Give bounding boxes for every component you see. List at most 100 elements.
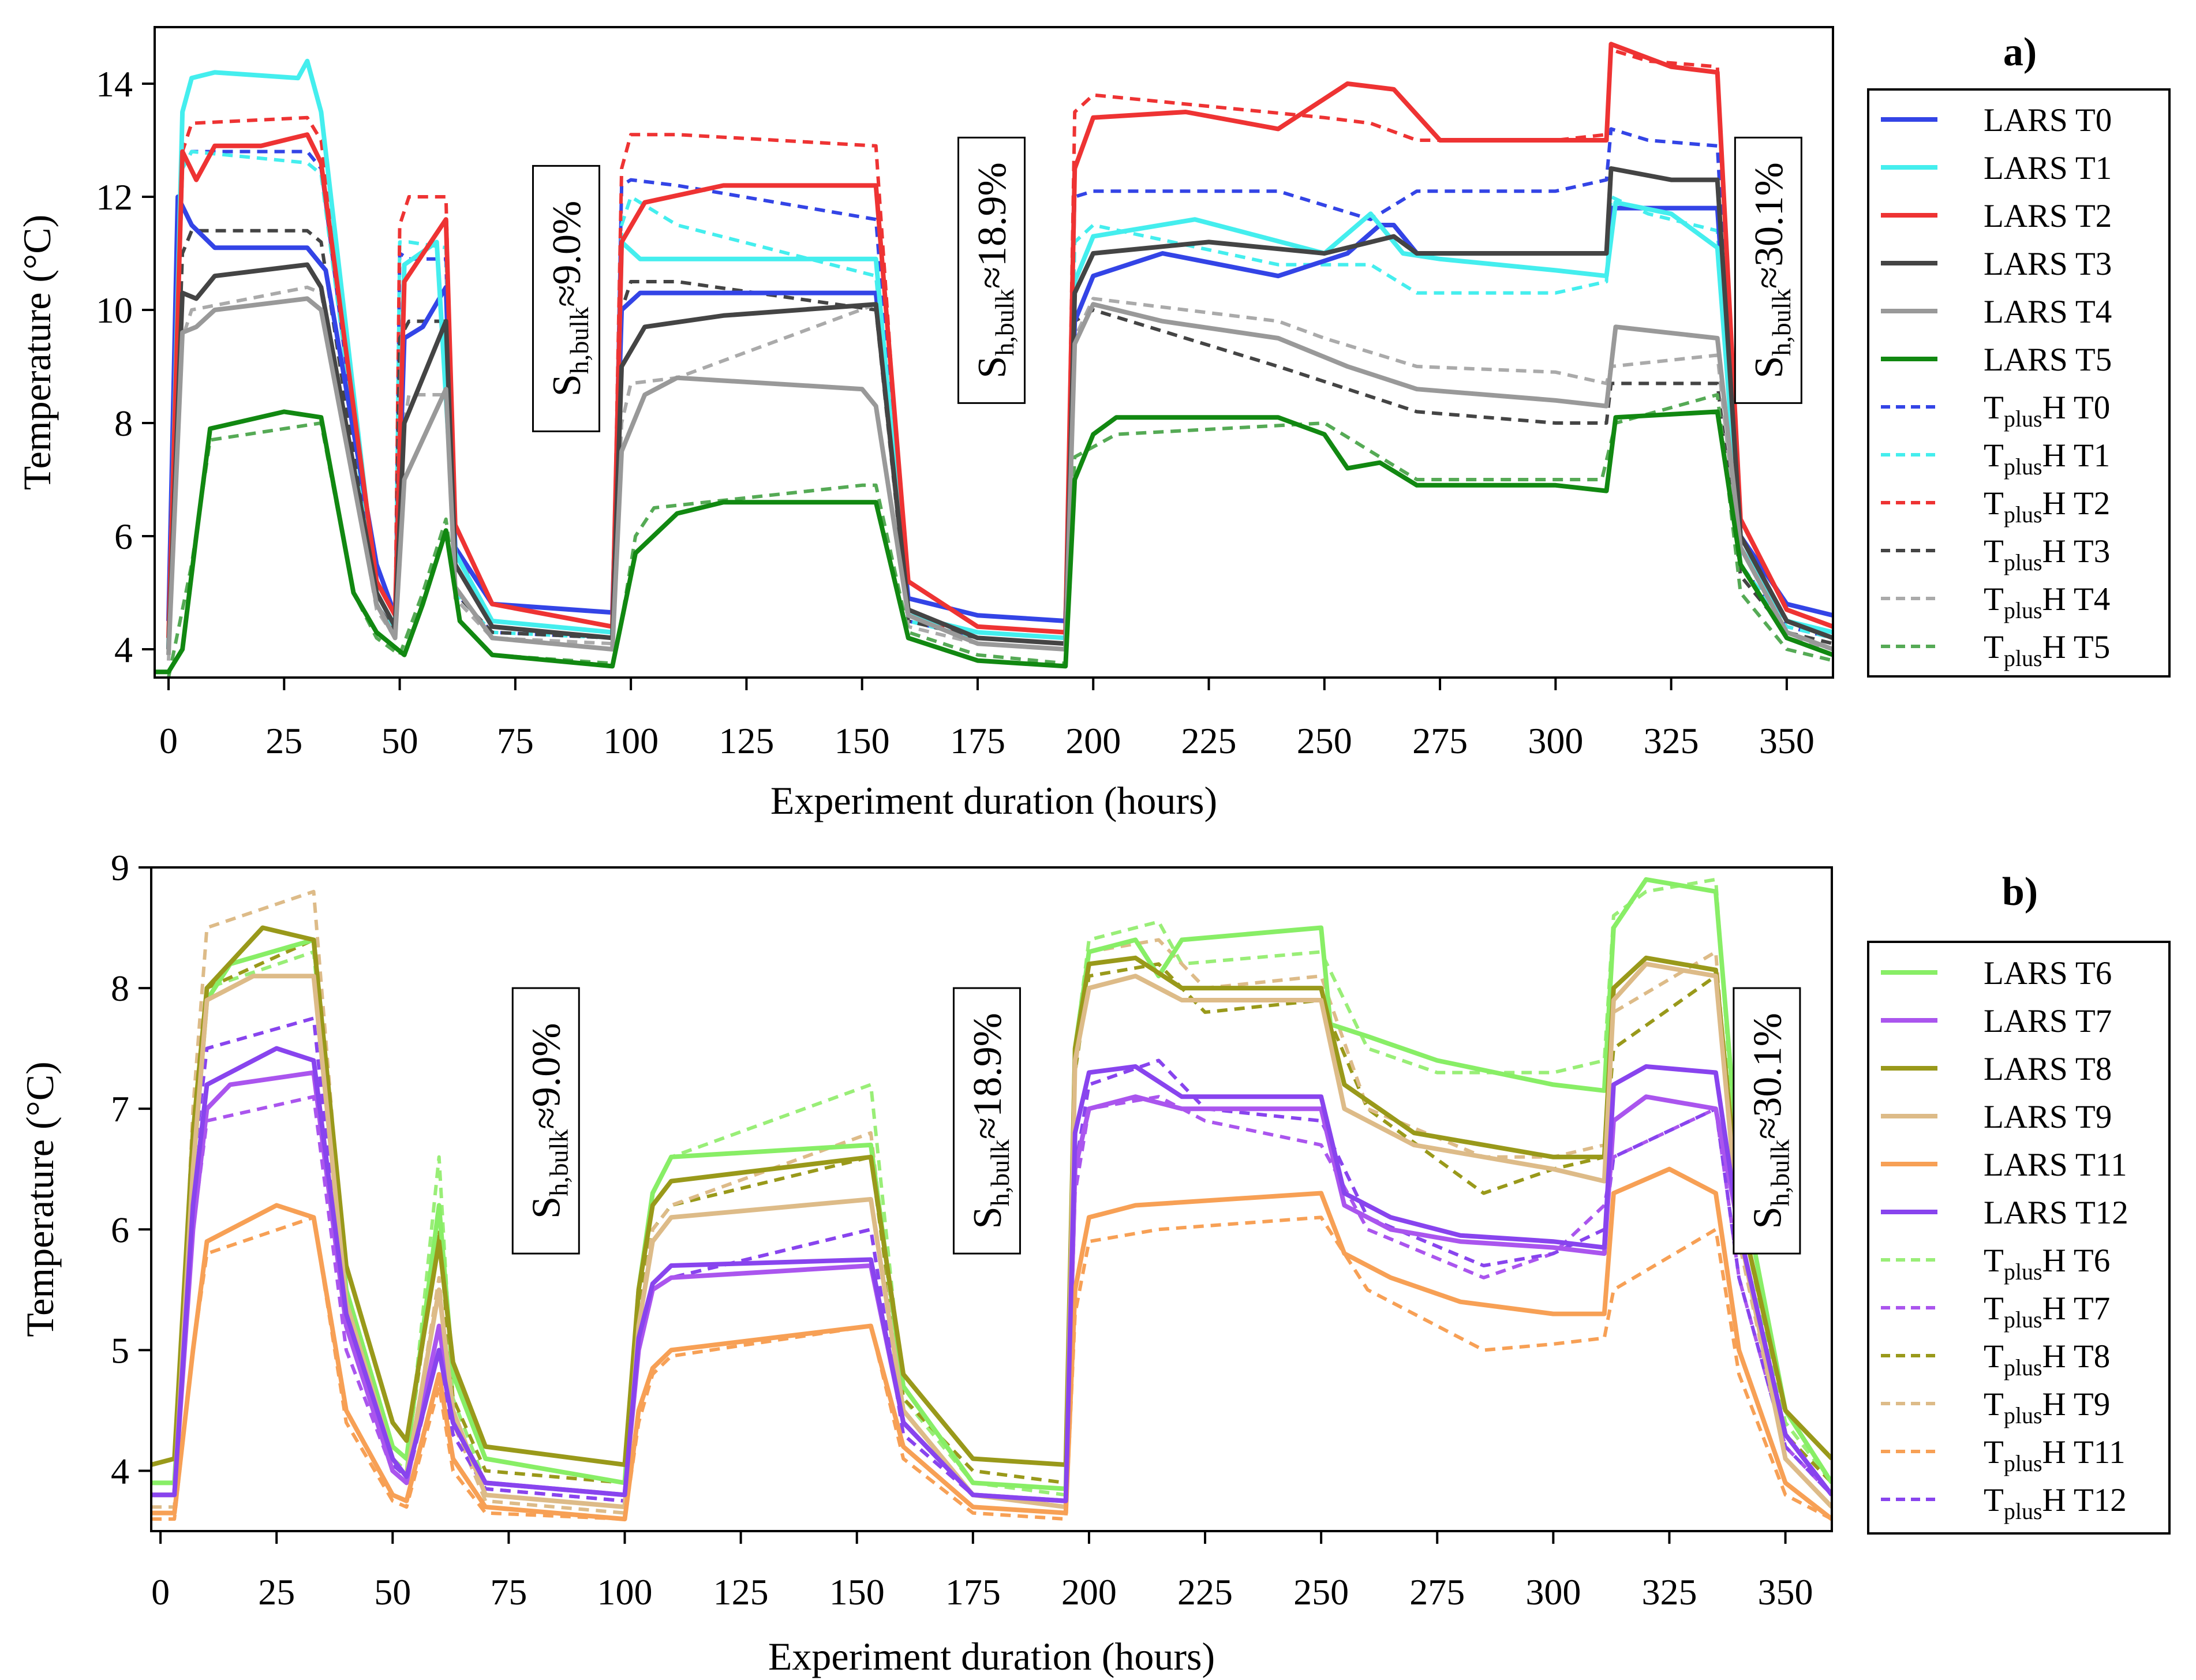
legend-entry: TplusH T12	[1881, 1482, 2127, 1524]
series-line-lars-t9	[151, 961, 1832, 1510]
x-tick-label: 175	[945, 1572, 1001, 1612]
x-axis-a: 0 25 50 75 100 125 150 175 200 225 250 275 300 325 350	[159, 678, 1815, 761]
legend-entry: LARS T5	[1881, 342, 2112, 378]
x-tick-label: 200	[1061, 1572, 1117, 1612]
x-tick-label: 75	[497, 720, 534, 761]
series-line-lars-t12	[151, 1046, 1832, 1503]
y-tick-label: 7	[111, 1088, 129, 1129]
x-axis-b: 0 25 50 75 100 125 150 175 200 225 250 275 300 325 350	[151, 1531, 1813, 1612]
annotation-subscript: h,bulk	[564, 307, 594, 374]
x-tick-label: 175	[950, 720, 1005, 761]
x-tick-label: 150	[829, 1572, 885, 1612]
legend-label: LARS T8	[1984, 1051, 2112, 1087]
legend-label: LARS T7	[1984, 1003, 2112, 1039]
x-tick-label: 325	[1641, 1572, 1697, 1612]
annotation-text: Sh,bulk≈18.9%	[970, 162, 1019, 378]
annotation-box	[1734, 136, 1802, 404]
y-axis-title-a: Temperature (°C)	[15, 215, 59, 490]
annotation-main: S	[1747, 356, 1791, 379]
x-tick-label: 0	[151, 1572, 170, 1612]
legend-entry: TplusH T4	[1881, 581, 2110, 623]
series-line-tplush-t4	[167, 285, 1833, 661]
y-tick-label: 9	[111, 847, 129, 888]
legend-label: LARS T12	[1984, 1195, 2128, 1231]
annotation-text: Sh,bulk≈9.0%	[545, 201, 594, 396]
legend-entry: LARS T7	[1881, 1003, 2112, 1039]
annotation-text: Sh,bulk≈30.1%	[1745, 1013, 1794, 1229]
y-axis-a: 4 6 8 10 12 14	[96, 63, 155, 670]
annotation-rest: ≈18.9%	[970, 162, 1015, 289]
legend-label: TplusH T3	[1984, 533, 2110, 575]
x-axis-title-a: Experiment duration (hours)	[770, 779, 1217, 822]
annotations-b: Sh,bulk≈9.0%Sh,bulk≈18.9%Sh,bulk≈30.1%	[511, 987, 1801, 1255]
y-tick-label: 10	[96, 290, 133, 331]
legend-entry: LARS T3	[1881, 246, 2112, 282]
annotation-box	[952, 987, 1021, 1255]
legend-label: TplusH T4	[1984, 581, 2110, 623]
saturation-annotation: Sh,bulk≈18.9%	[957, 136, 1026, 404]
annotation-subscript: h,bulk	[985, 1139, 1015, 1206]
x-tick-label: 275	[1412, 720, 1468, 761]
series-line-tplush-t7	[151, 1095, 1832, 1509]
plot-area-a	[155, 42, 1833, 678]
legend-entry: TplusH T7	[1881, 1290, 2110, 1333]
annotations-a: Sh,bulk≈9.0%Sh,bulk≈18.9%Sh,bulk≈30.1%	[532, 136, 1802, 432]
annotation-main: S	[525, 1196, 569, 1219]
x-tick-label: 0	[159, 720, 178, 761]
y-tick-label: 8	[111, 968, 129, 1009]
panel-label-b: b)	[2002, 870, 2038, 914]
y-tick-label: 8	[114, 403, 133, 444]
legend-label: TplusH T9	[1984, 1386, 2110, 1428]
legend-label: TplusH T8	[1984, 1338, 2110, 1380]
annotation-box	[1733, 987, 1801, 1255]
legend-entry: LARS T6	[1881, 955, 2112, 991]
annotation-rest: ≈9.0%	[545, 201, 589, 307]
plot-frame-b	[150, 866, 1833, 1532]
legend-entry: TplusH T6	[1881, 1243, 2110, 1285]
legend-entry: TplusH T9	[1881, 1386, 2110, 1428]
legend-label: TplusH T11	[1984, 1434, 2126, 1476]
legend-entry: LARS T8	[1881, 1051, 2112, 1087]
legend-label: TplusH T12	[1984, 1482, 2127, 1524]
legend-label: LARS T6	[1984, 955, 2112, 991]
series-line-tplush-t5	[167, 393, 1833, 678]
y-tick-label: 14	[96, 63, 133, 104]
x-tick-label: 125	[719, 720, 774, 761]
legend-a: LARS T0 LARS T1 LARS T2 LARS T3 LARS T4 LARS …	[1867, 88, 2171, 678]
panel-b: b) 0 25 50 75 100 125 150 175 200 225 250 275 300 325…	[18, 847, 2171, 1678]
x-tick-label: 300	[1525, 1572, 1581, 1612]
annotation-text: Sh,bulk≈18.9%	[966, 1013, 1015, 1229]
series-line-lars-t11	[151, 1166, 1832, 1522]
y-axis-title-b: Temperature (°C)	[18, 1061, 62, 1337]
x-tick-label: 50	[381, 720, 418, 761]
x-tick-label: 300	[1528, 720, 1583, 761]
x-tick-label: 275	[1409, 1572, 1465, 1612]
legend-label: TplusH T6	[1984, 1243, 2110, 1285]
annotation-subscript: h,bulk	[544, 1129, 574, 1196]
saturation-annotation: Sh,bulk≈9.0%	[532, 164, 600, 432]
legend-entry: LARS T4	[1881, 294, 2112, 330]
legend-label: LARS T2	[1984, 198, 2112, 234]
x-tick-label: 350	[1759, 720, 1815, 761]
x-tick-label: 50	[374, 1572, 411, 1612]
legend-entry: TplusH T0	[1881, 390, 2110, 432]
annotation-rest: ≈9.0%	[525, 1023, 569, 1129]
x-tick-label: 250	[1293, 1572, 1349, 1612]
legend-entry: TplusH T11	[1881, 1434, 2126, 1476]
y-tick-label: 12	[96, 177, 133, 218]
legend-entry: LARS T2	[1881, 198, 2112, 234]
x-tick-label: 350	[1758, 1572, 1813, 1612]
annotation-rest: ≈30.1%	[1747, 162, 1791, 289]
annotation-text: Sh,bulk≈30.1%	[1747, 162, 1796, 378]
x-tick-label: 100	[597, 1572, 653, 1612]
series-line-lars-t4	[166, 296, 1833, 655]
y-tick-label: 4	[114, 629, 133, 670]
legend-b: LARS T6 LARS T7 LARS T8 LARS T9 LARS T11 LARS…	[1867, 941, 2171, 1535]
legend-label: LARS T11	[1984, 1147, 2127, 1183]
legend-label: TplusH T1	[1984, 437, 2110, 480]
annotation-box	[532, 164, 600, 432]
saturation-annotation: Sh,bulk≈9.0%	[511, 987, 580, 1255]
x-tick-label: 200	[1065, 720, 1121, 761]
legend-label: LARS T4	[1984, 294, 2112, 330]
x-tick-label: 225	[1181, 720, 1237, 761]
